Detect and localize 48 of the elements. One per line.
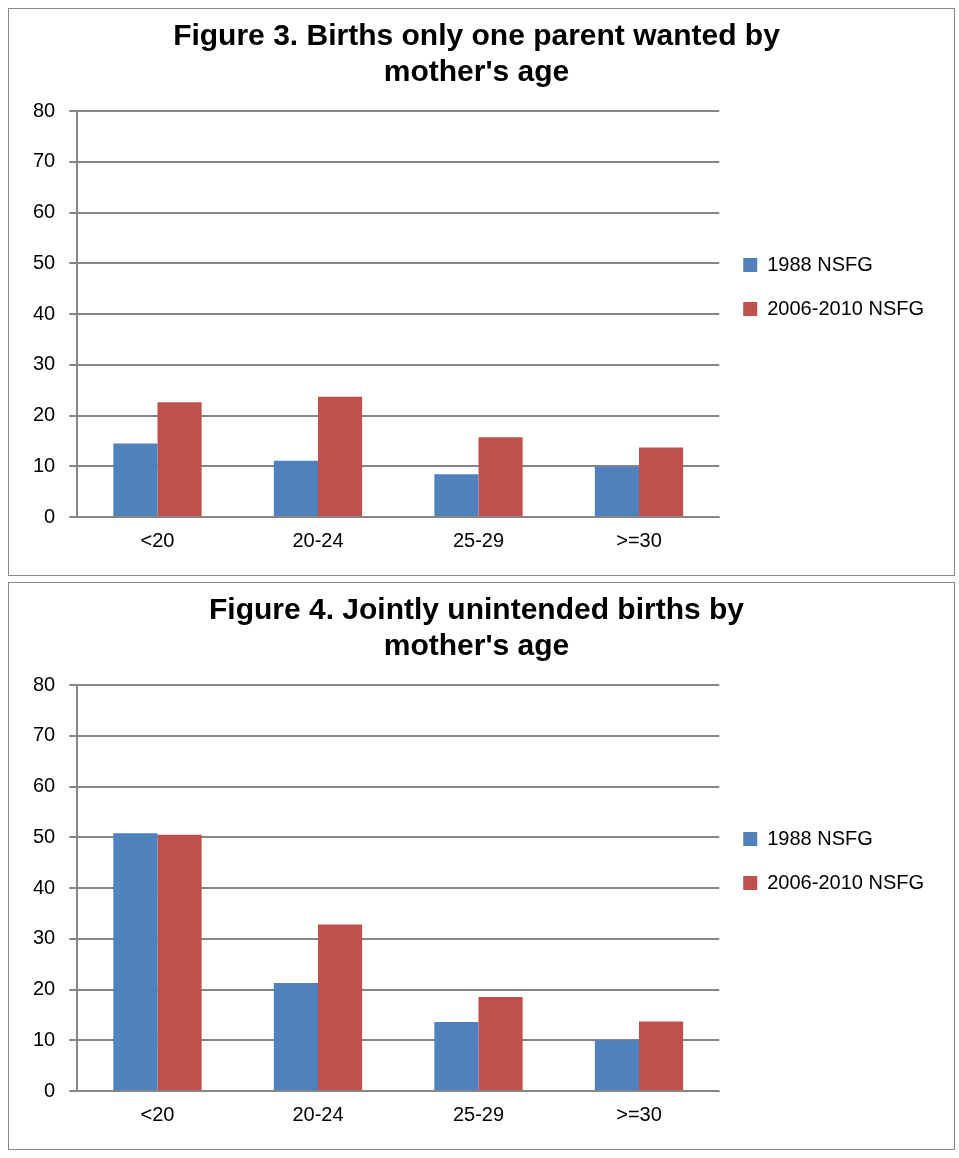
- legend-label: 2006-2010 NSFG: [767, 296, 925, 319]
- bar: [434, 1021, 479, 1090]
- bar: [113, 833, 158, 1090]
- x-tick-label: >=30: [616, 1102, 662, 1125]
- x-tick-label: <20: [140, 528, 175, 551]
- bar: [318, 924, 363, 1090]
- bar: [478, 437, 523, 516]
- x-tick-label: 20-24: [292, 1102, 344, 1125]
- y-tick-label: 40: [33, 301, 56, 324]
- chart-title: Figure 4. Jointly unintended births by mother's age: [208, 592, 745, 662]
- y-tick-label: 10: [33, 1027, 56, 1050]
- bar: [638, 447, 684, 516]
- y-tick-label: 0: [44, 1078, 56, 1101]
- bar: [157, 402, 202, 516]
- y-tick-label: 20: [33, 403, 56, 426]
- x-tick-label: 20-24: [292, 528, 344, 551]
- legend-label: 2006-2010 NSFG: [767, 870, 925, 893]
- y-tick-label: 80: [33, 98, 56, 121]
- x-tick-label: 25-29: [452, 528, 505, 551]
- y-tick-label: 50: [33, 250, 56, 273]
- bar: [273, 982, 318, 1090]
- bar: [318, 396, 363, 516]
- y-tick-label: 60: [33, 200, 56, 223]
- y-tick-label: 10: [33, 453, 56, 476]
- bar: [594, 466, 639, 516]
- bar: [638, 1021, 684, 1090]
- y-tick-label: 70: [33, 149, 56, 172]
- y-tick-label: 0: [44, 504, 56, 527]
- bar: [273, 460, 318, 516]
- y-tick-label: 70: [33, 723, 56, 746]
- chart-title: Figure 3. Births only one parent wanted by mother's age: [173, 18, 781, 88]
- y-tick-label: 80: [33, 672, 56, 695]
- x-tick-label: >=30: [616, 528, 662, 551]
- x-tick-label: <20: [140, 1102, 175, 1125]
- y-tick-label: 40: [33, 875, 56, 898]
- y-tick-label: 60: [33, 774, 56, 797]
- bar: [594, 1040, 639, 1090]
- bar: [478, 997, 523, 1090]
- bar: [113, 443, 158, 516]
- bar: [434, 474, 479, 516]
- y-tick-label: 30: [33, 926, 56, 949]
- legend-label: 1988 NSFG: [767, 252, 873, 275]
- y-tick-label: 20: [33, 977, 56, 1000]
- legend-label: 1988 NSFG: [767, 826, 873, 849]
- x-tick-label: 25-29: [452, 1102, 505, 1125]
- bar: [157, 834, 202, 1090]
- y-tick-label: 50: [33, 824, 56, 847]
- y-tick-label: 30: [33, 352, 56, 375]
